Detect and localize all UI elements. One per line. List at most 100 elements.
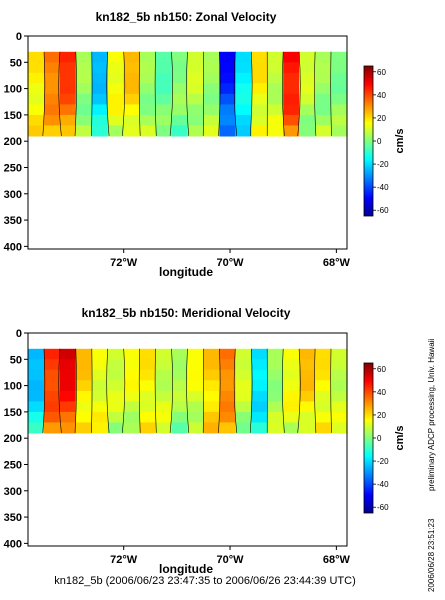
- zonal-cell: [235, 72, 252, 84]
- meridional-cell: [155, 348, 173, 360]
- meridional-cell: [219, 422, 236, 434]
- meridional-colorbar: [363, 362, 374, 514]
- meridional-cell: [75, 401, 93, 413]
- meridional-cell: [203, 380, 221, 392]
- zonal-x-tick-label: 72°W: [110, 257, 138, 269]
- meridional-contour-line: [218, 348, 221, 433]
- timestamp-note: 2006/06/28 23:51:23: [427, 518, 436, 592]
- zonal-contour-line: [297, 51, 301, 136]
- zonal-cell: [171, 62, 189, 74]
- meridional-cell: [123, 380, 141, 392]
- meridional-cell: [267, 390, 284, 402]
- zonal-cell: [235, 51, 252, 63]
- meridional-cell: [107, 359, 125, 371]
- zonal-cell: [219, 72, 236, 84]
- meridional-colorbar-tick-label: -60: [377, 503, 389, 512]
- zonal-contour-lines: [42, 51, 332, 136]
- zonal-cell: [267, 93, 284, 105]
- zonal-cell: [203, 125, 221, 137]
- zonal-y-tick-label: 150: [4, 110, 22, 122]
- meridional-y-tick-label: 350: [4, 512, 22, 524]
- meridional-cell: [171, 422, 189, 434]
- meridional-cell: [75, 348, 93, 360]
- zonal-cell: [219, 125, 236, 137]
- meridional-cell: [251, 390, 268, 402]
- zonal-contour-line: [154, 51, 157, 136]
- meridional-cell: [139, 380, 157, 392]
- zonal-cell: [44, 72, 61, 84]
- meridional-cell: [267, 380, 284, 392]
- zonal-cell: [171, 114, 189, 126]
- meridional-x-tick-label: 68°W: [323, 554, 351, 566]
- meridional-cell: [107, 411, 125, 423]
- meridional-cell: [91, 401, 109, 413]
- meridional-cell: [299, 380, 316, 392]
- zonal-cell: [299, 125, 316, 137]
- meridional-cell: [139, 348, 157, 360]
- zonal-contour-line: [58, 51, 62, 136]
- zonal-cell: [315, 114, 332, 126]
- zonal-cell: [331, 93, 348, 105]
- meridional-cell: [59, 411, 77, 423]
- meridional-cell: [123, 369, 141, 381]
- meridional-cell: [203, 390, 221, 402]
- zonal-cell: [331, 62, 348, 74]
- meridional-y-tick-label: 300: [4, 486, 22, 498]
- meridional-cell: [251, 422, 268, 434]
- zonal-cell: [171, 72, 189, 84]
- zonal-cell: [44, 114, 61, 126]
- zonal-cell: [299, 114, 316, 126]
- meridional-x-axis-label: longitude: [159, 562, 213, 576]
- meridional-cell: [107, 401, 125, 413]
- zonal-x-tick-label: 70°W: [217, 257, 245, 269]
- meridional-cell: [91, 422, 109, 434]
- zonal-colorbar: [363, 65, 374, 217]
- meridional-cell: [235, 401, 252, 413]
- zonal-cell: [315, 93, 332, 105]
- meridional-cell: [251, 411, 268, 423]
- zonal-cell: [107, 62, 125, 74]
- zonal-cell: [331, 125, 348, 137]
- zonal-cell: [219, 51, 236, 63]
- zonal-cell: [123, 104, 141, 116]
- footer-caption: kn182_5b (2006/06/23 23:47:35 to 2006/06…: [54, 575, 356, 587]
- zonal-cell: [107, 114, 125, 126]
- meridional-cell: [187, 411, 205, 423]
- meridional-cell: [267, 348, 284, 360]
- zonal-contour-line: [122, 51, 126, 136]
- zonal-cell: [123, 114, 141, 126]
- zonal-cell: [91, 62, 109, 74]
- meridional-velocity-panel: kn182_5b nb150: Meridional Velocity 0 50 1…: [4, 306, 406, 576]
- meridional-contour-line: [330, 348, 332, 433]
- meridional-y-tick-label: 200: [4, 433, 22, 445]
- zonal-cell: [139, 104, 157, 116]
- zonal-cell: [59, 104, 77, 116]
- meridional-cell: [331, 401, 348, 413]
- meridional-cell: [107, 390, 125, 402]
- zonal-cell: [235, 125, 252, 137]
- zonal-contour-line: [74, 51, 77, 136]
- meridional-cell: [283, 422, 300, 434]
- zonal-cell: [59, 125, 77, 137]
- meridional-cell: [91, 390, 109, 402]
- meridional-cell: [267, 411, 284, 423]
- zonal-cell: [59, 83, 77, 95]
- meridional-contour-line: [154, 348, 157, 433]
- meridional-cell: [123, 359, 141, 371]
- meridional-cell: [283, 369, 300, 381]
- meridional-contour-line: [186, 348, 190, 433]
- zonal-contour-line: [106, 51, 110, 136]
- zonal-contour-line: [330, 51, 332, 136]
- meridional-cell: [139, 422, 157, 434]
- meridional-cell: [219, 401, 236, 413]
- meridional-cell: [331, 411, 348, 423]
- meridional-cell: [283, 411, 300, 423]
- meridional-cell: [91, 359, 109, 371]
- meridional-cell: [187, 422, 205, 434]
- meridional-cell: [187, 359, 205, 371]
- meridional-cell: [59, 348, 77, 360]
- meridional-cell: [283, 401, 300, 413]
- meridional-cell: [203, 411, 221, 423]
- zonal-cell: [267, 62, 284, 74]
